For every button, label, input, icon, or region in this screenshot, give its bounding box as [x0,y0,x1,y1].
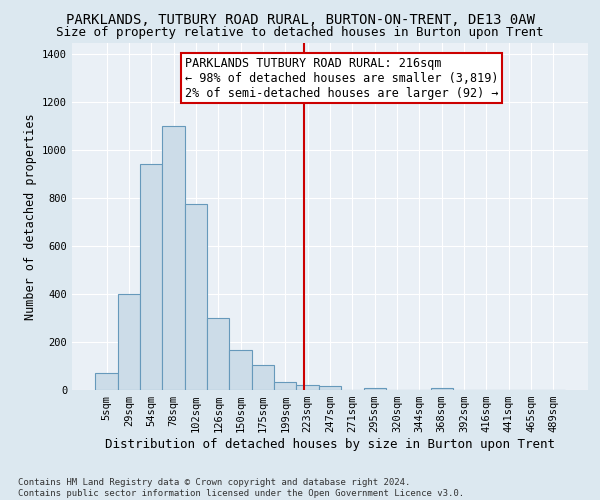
Text: Contains HM Land Registry data © Crown copyright and database right 2024.
Contai: Contains HM Land Registry data © Crown c… [18,478,464,498]
Text: Size of property relative to detached houses in Burton upon Trent: Size of property relative to detached ho… [56,26,544,39]
Bar [431,388,453,390]
Bar [207,318,229,390]
Bar [118,294,140,390]
Bar [163,126,185,390]
Bar [296,385,319,390]
Bar [229,350,252,390]
X-axis label: Distribution of detached houses by size in Burton upon Trent: Distribution of detached houses by size … [105,438,555,451]
Bar [364,388,386,390]
Text: PARKLANDS, TUTBURY ROAD RURAL, BURTON-ON-TRENT, DE13 0AW: PARKLANDS, TUTBURY ROAD RURAL, BURTON-ON… [65,12,535,26]
Bar [274,382,296,390]
Bar [252,365,274,390]
Text: PARKLANDS TUTBURY ROAD RURAL: 216sqm
← 98% of detached houses are smaller (3,819: PARKLANDS TUTBURY ROAD RURAL: 216sqm ← 9… [185,57,499,100]
Bar [185,204,207,390]
Y-axis label: Number of detached properties: Number of detached properties [23,113,37,320]
Bar [319,386,341,390]
Bar [95,373,118,390]
Bar [140,164,163,390]
